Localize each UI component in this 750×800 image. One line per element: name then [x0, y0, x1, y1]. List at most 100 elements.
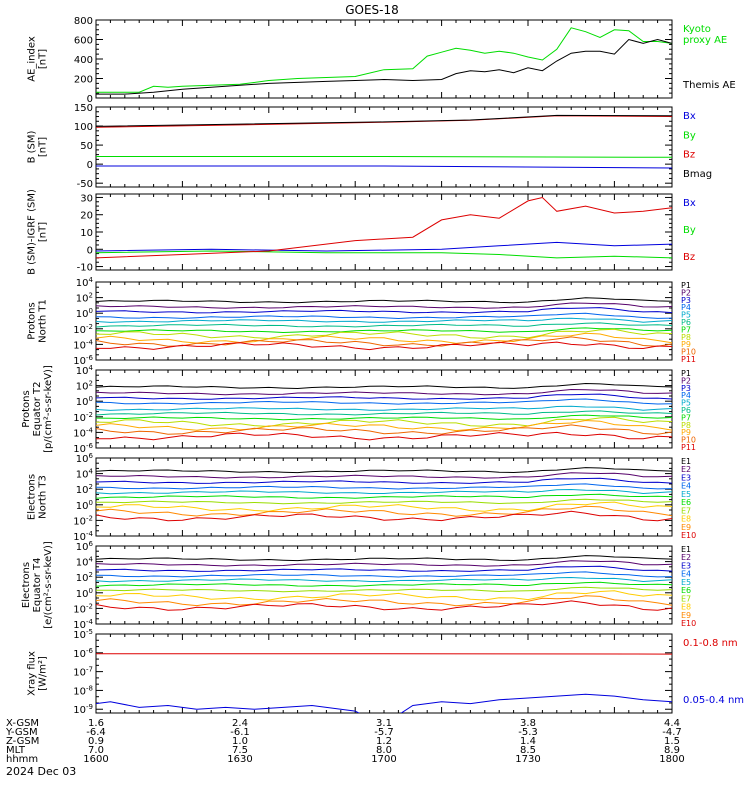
series-line-e5 — [96, 576, 672, 583]
series-line-e6 — [96, 493, 672, 499]
y-tick-label: 10-8 — [73, 684, 93, 697]
ephemeris-value: -4.7 — [662, 727, 682, 738]
legend-p11: P11 — [681, 443, 696, 452]
y-axis-label: B (SM) — [27, 130, 38, 163]
y-tick-label: 10-2 — [73, 411, 93, 424]
panel-data — [96, 653, 672, 713]
y-tick-label: 150 — [74, 103, 93, 114]
series-line-by — [96, 250, 672, 259]
series-line-p4 — [96, 398, 672, 405]
panel-frame — [95, 633, 673, 714]
series-line-p2 — [96, 388, 672, 396]
series-line-p6 — [96, 322, 672, 328]
legend-0-1-0-8-nm: 0.1-0.8 nm — [683, 638, 738, 649]
legend-e5: E5 — [681, 490, 691, 499]
series-line-p6 — [96, 410, 672, 416]
y-tick-label: 0 — [87, 94, 93, 105]
series-line-p3 — [96, 307, 672, 314]
legend-e2: E2 — [681, 465, 691, 474]
series-line-p9 — [96, 419, 672, 432]
panel-frame — [95, 193, 673, 271]
legend-e1: E1 — [681, 545, 691, 554]
legend-p6: P6 — [681, 406, 691, 415]
legend-bx: Bx — [683, 198, 696, 209]
y-axis-label: Protons — [27, 302, 38, 339]
y-tick-label: 20 — [80, 211, 93, 222]
y-tick-label: 102 — [76, 483, 93, 496]
y-tick-label: 800 — [74, 16, 93, 27]
series-line-e5 — [96, 488, 672, 495]
y-tick-label: 104 — [76, 468, 94, 481]
series-line-e9 — [96, 505, 672, 517]
y-axis-label: North T3 — [38, 475, 49, 519]
ephemeris-footer: X-GSM 1.6 2.4 3.1 3.8 4.4 Y-GSM -6.4 -6.1 -5.7 -5.… — [5, 718, 685, 765]
y-tick-label: 102 — [76, 292, 93, 305]
series-line-e10 — [96, 510, 672, 522]
y-tick-label: 10-6 — [73, 442, 93, 455]
series-line-p3 — [96, 393, 672, 400]
y-tick-label: 10-2 — [73, 323, 93, 336]
y-axis-label: Electrons — [21, 562, 32, 608]
y-axis-label: Equator T4 — [32, 558, 43, 613]
y-tick-label: 10-4 — [73, 530, 93, 543]
series-line-p1 — [96, 297, 672, 304]
panel-xray: 10-9 10-8 10-7 10-6 10-5 Xray flux [W/m²] 0.1-0… — [27, 628, 745, 716]
series-line-e4 — [96, 483, 672, 490]
series-line-themis-ae — [96, 38, 672, 95]
ephemeris-value: 1700 — [371, 754, 396, 765]
ephemeris-value: -6.4 — [86, 727, 106, 738]
series-line-bx — [96, 241, 672, 252]
legend-p8: P8 — [681, 421, 691, 430]
ephemeris-value: 3.1 — [376, 718, 392, 729]
series-line-e10 — [96, 600, 672, 611]
y-axis-label: B (SM)-IGRF (SM) — [27, 189, 38, 275]
ephemeris-value: 8.0 — [376, 745, 392, 756]
ephemeris-value: -6.1 — [230, 727, 250, 738]
y-tick-label: 100 — [74, 122, 93, 133]
panel-protons-north: 10-6 10-4 10-2 100 102 104 Protons North T1 P1P2… — [27, 276, 697, 367]
ephemeris-value: 1.6 — [88, 718, 104, 729]
y-axis-label: [nT] — [38, 222, 49, 242]
legend-e6: E6 — [681, 586, 691, 595]
series-line-p8 — [96, 416, 672, 428]
y-axis-label: [nT] — [38, 137, 49, 157]
legend-e1: E1 — [681, 457, 691, 466]
series-line-e4 — [96, 571, 672, 578]
y-axis-label: AE_index — [27, 36, 38, 82]
legend-p5: P5 — [681, 311, 691, 320]
legend-p7: P7 — [681, 325, 691, 334]
y-axis-label: [e/(cm²-s-sr-keV)] — [43, 541, 54, 629]
legend-bz: Bz — [683, 150, 695, 161]
series-line-e7 — [96, 498, 672, 505]
panel-data — [96, 467, 672, 522]
y-axis-label: Xray flux — [27, 651, 38, 696]
ephemeris-value: 4.4 — [664, 718, 680, 729]
y-tick-label: -50 — [77, 179, 93, 190]
legend-e4: E4 — [681, 570, 691, 579]
legend-bz: Bz — [683, 252, 695, 263]
legend-p9: P9 — [681, 340, 691, 349]
legend-p10: P10 — [681, 348, 696, 357]
y-tick-label: 400 — [74, 55, 93, 66]
y-tick-label: 10 — [80, 228, 93, 239]
legend-kyoto-proxy-ae: proxy AE — [683, 35, 727, 46]
ephemeris-label-z-gsm: Z-GSM — [6, 736, 39, 747]
legend-e4: E4 — [681, 482, 691, 491]
panel-data — [96, 196, 672, 259]
legend-e9: E9 — [681, 611, 691, 620]
series-line-by — [96, 156, 672, 158]
y-tick-label: 104 — [76, 276, 94, 289]
y-tick-label: 10-2 — [73, 514, 93, 527]
legend-e10: E10 — [681, 619, 696, 628]
legend-e7: E7 — [681, 506, 691, 515]
ephemeris-value: 8.5 — [520, 745, 536, 756]
y-tick-label: 10-2 — [73, 602, 93, 615]
legend-p3: P3 — [681, 384, 691, 393]
legend-kyoto-proxy-ae: Kyoto — [683, 24, 711, 35]
ephemeris-value: -5.3 — [518, 727, 538, 738]
ephemeris-value: 1800 — [659, 754, 684, 765]
series-line-p5 — [96, 405, 672, 411]
ephemeris-label-hhmm: hhmm — [6, 754, 38, 765]
series-line-e1 — [96, 555, 672, 562]
series-line-p8 — [96, 328, 672, 340]
